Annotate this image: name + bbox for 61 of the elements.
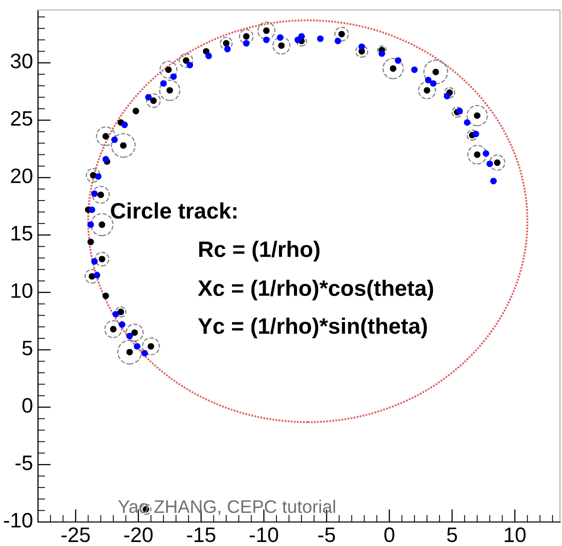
point: [91, 258, 98, 265]
y-tick-label: 10: [12, 283, 32, 298]
point: [263, 36, 270, 44]
point: [121, 122, 128, 128]
point: [102, 292, 110, 300]
point: [118, 321, 126, 328]
point: [88, 206, 96, 214]
point: [224, 46, 231, 52]
point: [134, 343, 140, 350]
y-tick-label: 30: [10, 54, 32, 68]
point: [160, 80, 167, 87]
point: [111, 136, 118, 143]
point: [87, 221, 94, 228]
point: [394, 57, 402, 64]
point: [126, 332, 133, 340]
point: [334, 38, 342, 44]
point: [102, 156, 110, 162]
point: [186, 62, 194, 68]
point: [205, 52, 212, 60]
point: [87, 238, 94, 246]
annotation: Yc = (1/rho)*sin(theta): [198, 318, 427, 338]
y-tick-label: 25: [11, 111, 32, 126]
point: [317, 35, 324, 42]
annotation: Circle track:: [110, 202, 236, 219]
annotation: Rc = (1/rho): [199, 240, 320, 262]
x-tick-label: -5: [318, 528, 335, 542]
y-tick-label: 20: [11, 168, 32, 184]
x-tick-label: -20: [124, 527, 153, 542]
point: [411, 66, 418, 73]
x-tick-label: 5: [447, 528, 458, 542]
y-tick-label: 15: [12, 226, 32, 241]
y-tick-label: -10: [4, 512, 32, 528]
point: [112, 310, 120, 318]
point: [486, 160, 493, 168]
point: [490, 178, 497, 184]
x-tick-label: -15: [186, 528, 216, 542]
y-tick-label: 0: [22, 398, 32, 413]
point: [91, 190, 98, 197]
x-tick-label: 0: [384, 527, 394, 542]
point: [358, 43, 365, 50]
y-tick-label: -5: [16, 456, 32, 470]
point: [482, 150, 490, 157]
point: [430, 80, 437, 87]
annotation: Xc = (1/rho)*cos(theta): [198, 280, 434, 300]
x-tick-label: -10: [250, 527, 278, 542]
point: [378, 50, 386, 57]
point: [170, 73, 177, 80]
point: [132, 108, 140, 114]
point: [145, 94, 152, 101]
x-tick-label: -25: [62, 527, 90, 542]
point: [141, 350, 148, 357]
point: [298, 33, 305, 40]
point: [464, 119, 470, 126]
point: [424, 76, 432, 84]
y-tick-label: 5: [22, 340, 32, 356]
x-tick-label: 10: [504, 527, 526, 542]
point: [94, 272, 100, 278]
point: [472, 130, 480, 138]
point: [94, 173, 102, 180]
point: [243, 40, 250, 47]
point: [276, 34, 284, 41]
